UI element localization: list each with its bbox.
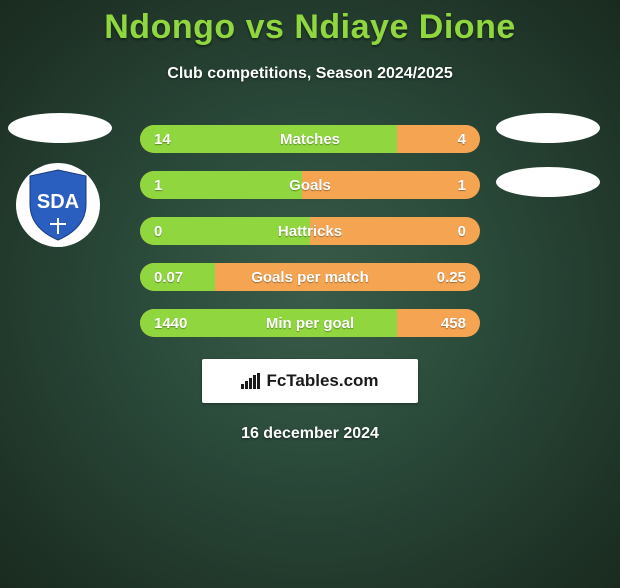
stat-left-value: 1440 xyxy=(154,315,187,332)
brand-card[interactable]: FcTables.com xyxy=(202,359,418,403)
stats-area: SDA 14 Matches 4 1 Goals 1 0 Hattricks 0 0.07 Goal… xyxy=(0,125,620,337)
stat-bar-left xyxy=(140,171,302,199)
stat-right-value: 458 xyxy=(441,315,466,332)
stat-bar-left xyxy=(140,125,397,153)
right-club-oval-1 xyxy=(496,113,600,143)
stat-row: 0.07 Goals per match 0.25 xyxy=(140,263,480,291)
stats-bars: 14 Matches 4 1 Goals 1 0 Hattricks 0 0.07 Goals pe… xyxy=(140,125,480,337)
stat-row: 1 Goals 1 xyxy=(140,171,480,199)
stat-label: Matches xyxy=(280,131,340,148)
stat-right-value: 1 xyxy=(458,177,466,194)
stat-right-value: 0.25 xyxy=(437,269,466,286)
bar-chart-icon xyxy=(241,373,260,389)
stat-left-value: 1 xyxy=(154,177,162,194)
stat-label: Goals per match xyxy=(251,269,369,286)
stat-right-value: 0 xyxy=(458,223,466,240)
stat-right-value: 4 xyxy=(458,131,466,148)
stat-label: Goals xyxy=(289,177,331,194)
stat-left-value: 14 xyxy=(154,131,171,148)
svg-text:SDA: SDA xyxy=(37,191,79,213)
stat-label: Hattricks xyxy=(278,223,342,240)
page-title: Ndongo vs Ndiaye Dione xyxy=(0,8,620,47)
left-club-badges: SDA xyxy=(8,113,112,247)
stat-left-value: 0.07 xyxy=(154,269,183,286)
stat-row: 1440 Min per goal 458 xyxy=(140,309,480,337)
stat-row: 14 Matches 4 xyxy=(140,125,480,153)
stat-label: Min per goal xyxy=(266,315,354,332)
subtitle: Club competitions, Season 2024/2025 xyxy=(0,65,620,83)
right-club-badges xyxy=(496,113,600,197)
right-club-oval-2 xyxy=(496,167,600,197)
shield-icon: SDA xyxy=(26,168,90,242)
footer-date: 16 december 2024 xyxy=(0,425,620,443)
left-club-emblem: SDA xyxy=(16,163,100,247)
stat-row: 0 Hattricks 0 xyxy=(140,217,480,245)
left-club-oval xyxy=(8,113,112,143)
stat-left-value: 0 xyxy=(154,223,162,240)
brand-text: FcTables.com xyxy=(266,371,378,391)
